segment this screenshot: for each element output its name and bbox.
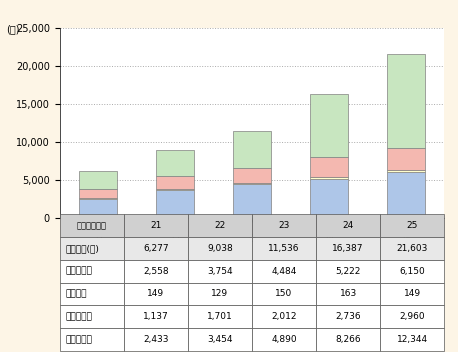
Bar [233, 183, 271, 184]
Bar [387, 54, 425, 148]
Bar [79, 189, 117, 198]
Bar [156, 189, 194, 190]
Bar [79, 171, 117, 189]
Bar [156, 150, 194, 176]
Text: 25: 25 [399, 234, 412, 244]
Bar [310, 157, 348, 177]
Bar [79, 198, 117, 199]
Bar [79, 199, 117, 218]
Bar [156, 176, 194, 189]
Bar [156, 190, 194, 218]
Bar [233, 184, 271, 218]
Bar [233, 168, 271, 183]
Y-axis label: (人): (人) [6, 24, 20, 34]
Bar [310, 177, 348, 178]
Bar [310, 94, 348, 157]
Text: 23: 23 [245, 234, 258, 244]
Bar [233, 131, 271, 168]
Bar [387, 171, 425, 218]
Bar [387, 170, 425, 171]
Text: 22: 22 [169, 234, 181, 244]
Bar [310, 178, 348, 218]
Text: 24: 24 [322, 234, 335, 244]
Bar [387, 148, 425, 170]
Text: 21: 21 [92, 234, 104, 244]
